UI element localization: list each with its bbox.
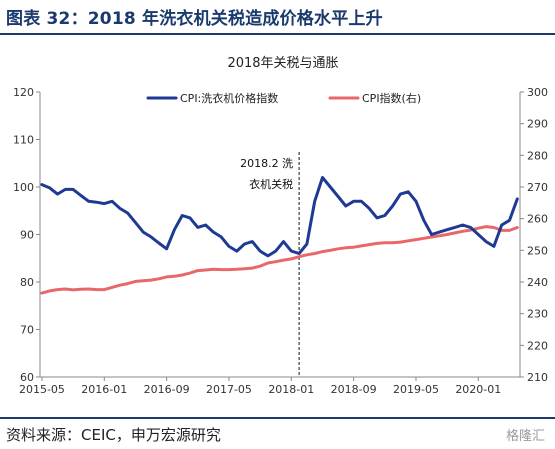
x-tick-label: 2016-01	[81, 383, 127, 396]
x-tick-label: 2015-05	[19, 383, 65, 396]
watermark: 格隆汇	[505, 429, 545, 444]
right-tick-label: 250	[527, 244, 548, 257]
title-rule	[0, 33, 555, 35]
figure-title: 图表 32：2018 年洗衣机关税造成价格水平上升	[6, 9, 383, 29]
legend: CPI:洗衣机价格指数 CPI指数(右)	[146, 91, 421, 105]
series-line-cpi	[40, 225, 519, 295]
right-tick-label: 270	[527, 181, 548, 194]
right-axis-ticks: 210 220 230 240 250 260 270 280 290 300	[520, 86, 548, 384]
left-tick-label: 110	[13, 134, 34, 147]
right-tick-label: 290	[527, 118, 548, 131]
annotation-label: 2018.2 洗	[240, 157, 293, 170]
x-tick-label: 2018-01	[268, 383, 314, 396]
source-note: 资料来源：CEIC，申万宏源研究	[6, 426, 221, 444]
series-line-washing-machine-cpi	[40, 176, 519, 258]
right-tick-label: 210	[527, 371, 548, 384]
right-tick-label: 280	[527, 149, 548, 162]
left-tick-label: 120	[13, 86, 34, 99]
x-tick-label: 2016-09	[144, 383, 190, 396]
x-axis-ticks: 2015-05 2016-01 2016-09 2017-05 2018-01 2018-…	[19, 377, 501, 396]
right-tick-label: 300	[527, 86, 548, 99]
right-tick-label: 220	[527, 339, 548, 352]
left-tick-label: 90	[20, 229, 34, 242]
x-tick-label: 2019-05	[393, 383, 439, 396]
left-tick-label: 100	[13, 181, 34, 194]
left-tick-label: 70	[20, 324, 34, 337]
series-layer	[40, 176, 519, 295]
right-tick-label: 260	[527, 213, 548, 226]
right-tick-label: 230	[527, 308, 548, 321]
x-tick-label: 2017-05	[206, 383, 252, 396]
left-axis-ticks: 60 70 80 90 100 110 120	[13, 86, 40, 384]
legend-label: CPI:洗衣机价格指数	[180, 91, 278, 105]
annotation-label: 衣机关税	[249, 177, 293, 191]
legend-label: CPI指数(右)	[362, 91, 421, 105]
x-tick-label: 2020-01	[455, 383, 501, 396]
left-tick-label: 60	[20, 371, 34, 384]
chart-title: 2018年关税与通胀	[227, 56, 338, 71]
right-tick-label: 240	[527, 276, 548, 289]
source-rule	[0, 417, 555, 419]
x-tick-label: 2018-09	[331, 383, 377, 396]
left-tick-label: 80	[20, 276, 34, 289]
annotation: 2018.2 洗衣机关税	[240, 152, 300, 377]
